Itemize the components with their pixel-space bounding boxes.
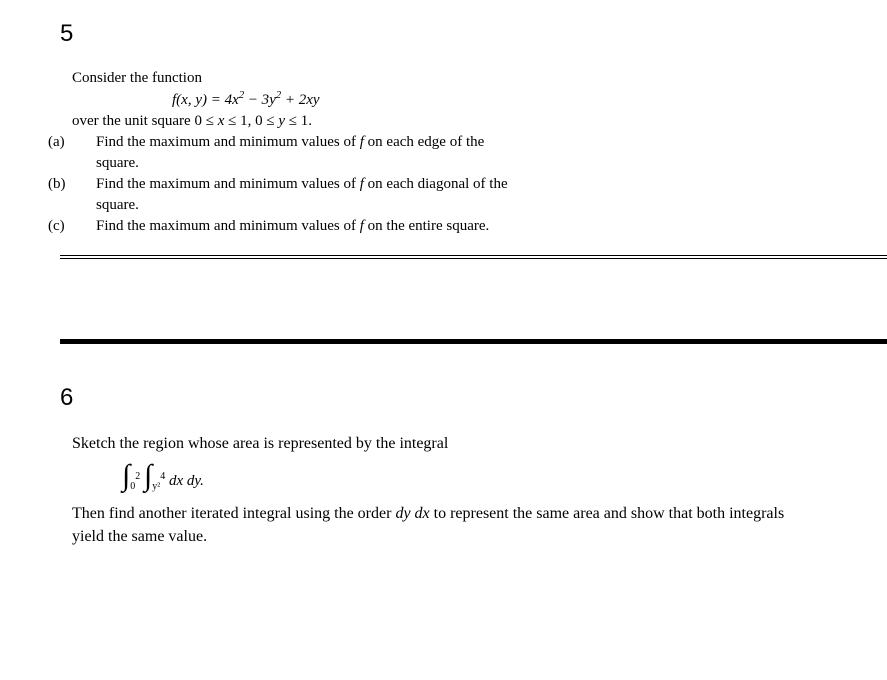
q6-integral: ∫02 ∫y²4 dx dy. [72, 461, 792, 492]
double-rule [60, 255, 887, 259]
question-5-number: 5 [60, 20, 887, 48]
q5-c-label: (c) [72, 216, 96, 237]
q6-line2: Then find another iterated integral usin… [72, 502, 792, 548]
q6-outer-high: 2 [135, 471, 140, 482]
q6-outer-low: 0 [130, 481, 135, 492]
q6-integrand: dx dy. [169, 473, 204, 489]
q5-c-text: Find the maximum and minimum values of f… [96, 218, 489, 234]
page: 5 Consider the function f(x, y) = 4x2 − … [0, 0, 887, 680]
question-6-body: Sketch the region whose area is represen… [60, 432, 792, 549]
q5-part-c: (c)Find the maximum and minimum values o… [72, 216, 526, 237]
q5-a-label: (a) [72, 132, 96, 153]
q5-domain-ineq: 0 ≤ x ≤ 1, 0 ≤ y ≤ 1. [194, 113, 312, 129]
question-6-number: 6 [60, 384, 887, 412]
q5-equation: f(x, y) = 4x2 − 3y2 + 2xy [72, 89, 772, 111]
thick-rule [60, 339, 887, 344]
q5-part-a: (a)Find the maximum and minimum values o… [72, 132, 526, 174]
q6-inner-low: y² [152, 481, 160, 492]
q5-part-b: (b)Find the maximum and minimum values o… [72, 174, 526, 216]
q5-a-text: Find the maximum and minimum values of f… [96, 134, 484, 171]
q5-b-text: Find the maximum and minimum values of f… [96, 176, 508, 213]
q5-domain-pre: over the unit square [72, 113, 194, 129]
q6-inner-high: 4 [160, 471, 165, 482]
q5-domain: over the unit square 0 ≤ x ≤ 1, 0 ≤ y ≤ … [72, 111, 502, 132]
question-5-body: Consider the function f(x, y) = 4x2 − 3y… [60, 68, 772, 237]
q6-line1: Sketch the region whose area is represen… [72, 432, 792, 455]
q5-intro: Consider the function [72, 68, 502, 89]
q5-b-label: (b) [72, 174, 96, 195]
